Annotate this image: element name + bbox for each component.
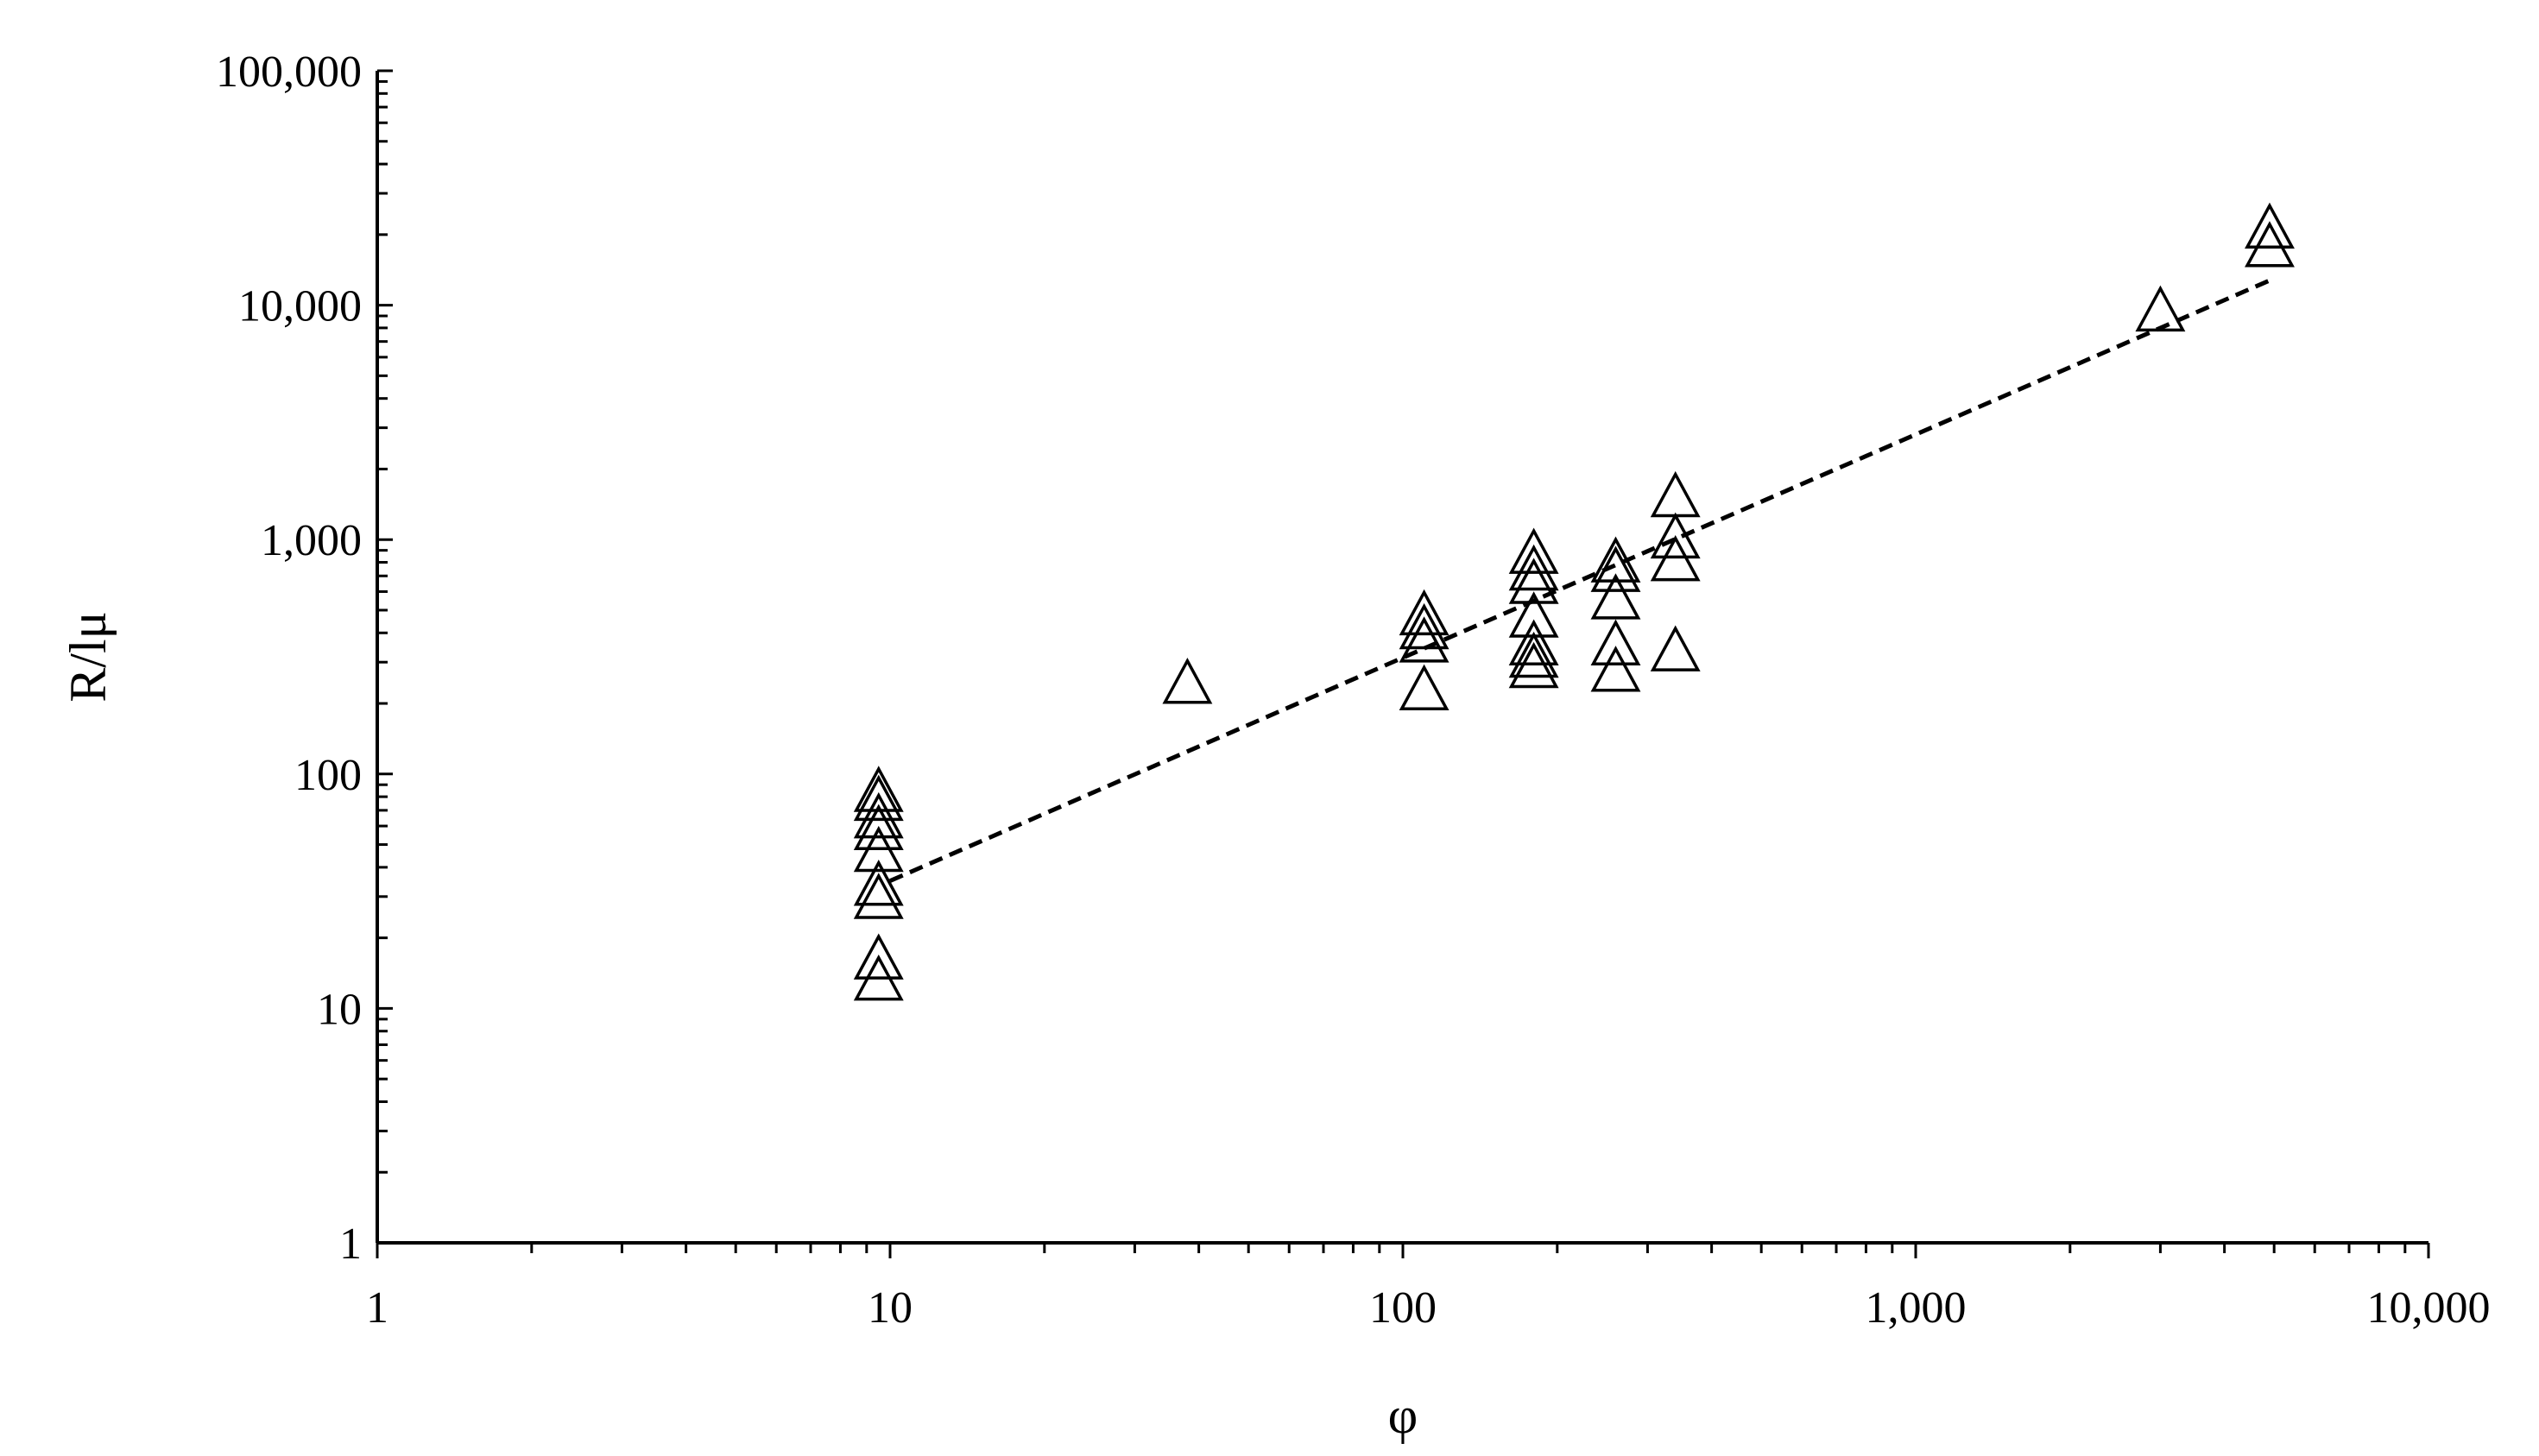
data-point-triangle xyxy=(1162,658,1213,704)
data-point-triangle xyxy=(853,860,904,906)
data-point-triangle xyxy=(1399,616,1450,663)
data-point-triangle xyxy=(1508,544,1559,591)
x-tick-label: 1 xyxy=(366,1283,388,1333)
x-axis-title: φ xyxy=(1388,1387,1418,1444)
y-tick-label: 10 xyxy=(317,985,362,1034)
data-point-triangle xyxy=(853,774,904,822)
y-ticks xyxy=(377,69,393,1245)
data-point-triangle xyxy=(1650,535,1701,582)
data-point-triangle xyxy=(853,933,904,980)
data-point-triangle xyxy=(1590,646,1641,692)
data-point-triangle xyxy=(1650,512,1701,559)
data-point-triangle xyxy=(1399,602,1450,650)
data-point-triangle xyxy=(2245,202,2295,249)
data-point-triangle xyxy=(853,873,904,919)
x-tick-label: 10,000 xyxy=(2367,1283,2491,1333)
trendline xyxy=(889,276,2276,883)
data-point-triangle xyxy=(1508,558,1559,604)
data-point-triangle xyxy=(1650,625,1701,671)
data-point-triangle xyxy=(1590,545,1641,592)
y-tick-labels: 1 10 100 1,000 10,000 100,000 xyxy=(216,47,362,1269)
x-ticks xyxy=(376,1243,2430,1258)
data-point-triangle xyxy=(2135,285,2186,332)
data-point-triangle xyxy=(853,766,904,812)
y-tick-label: 1 xyxy=(339,1220,362,1269)
trendline-group xyxy=(889,276,2276,883)
data-point-triangle xyxy=(1650,470,1701,518)
data-point-triangle xyxy=(1399,589,1450,636)
x-tick-label: 10 xyxy=(868,1283,913,1333)
data-point-triangle xyxy=(1590,619,1641,665)
data-point-triangle xyxy=(1508,527,1559,574)
y-tick-label: 1,000 xyxy=(261,516,362,565)
data-point-triangle xyxy=(2245,221,2295,268)
x-tick-label: 100 xyxy=(1369,1283,1437,1333)
data-points xyxy=(853,202,2295,1001)
y-tick-label: 100,000 xyxy=(216,47,362,97)
data-point-triangle xyxy=(1508,619,1559,665)
data-point-triangle xyxy=(1508,641,1559,689)
data-point-triangle xyxy=(853,804,904,851)
data-point-triangle xyxy=(1399,664,1450,711)
data-point-triangle xyxy=(1590,573,1641,620)
y-tick-label: 10,000 xyxy=(238,282,362,331)
data-point-triangle xyxy=(853,791,904,839)
data-point-triangle xyxy=(1508,631,1559,678)
x-tick-label: 1,000 xyxy=(1866,1283,1967,1333)
data-point-triangle xyxy=(1590,536,1641,583)
x-tick-labels: 1 10 100 1,000 10,000 xyxy=(366,1283,2491,1333)
y-axis-title: R/lμ xyxy=(60,611,117,703)
y-tick-label: 100 xyxy=(294,751,362,800)
data-point-triangle xyxy=(1508,591,1559,638)
